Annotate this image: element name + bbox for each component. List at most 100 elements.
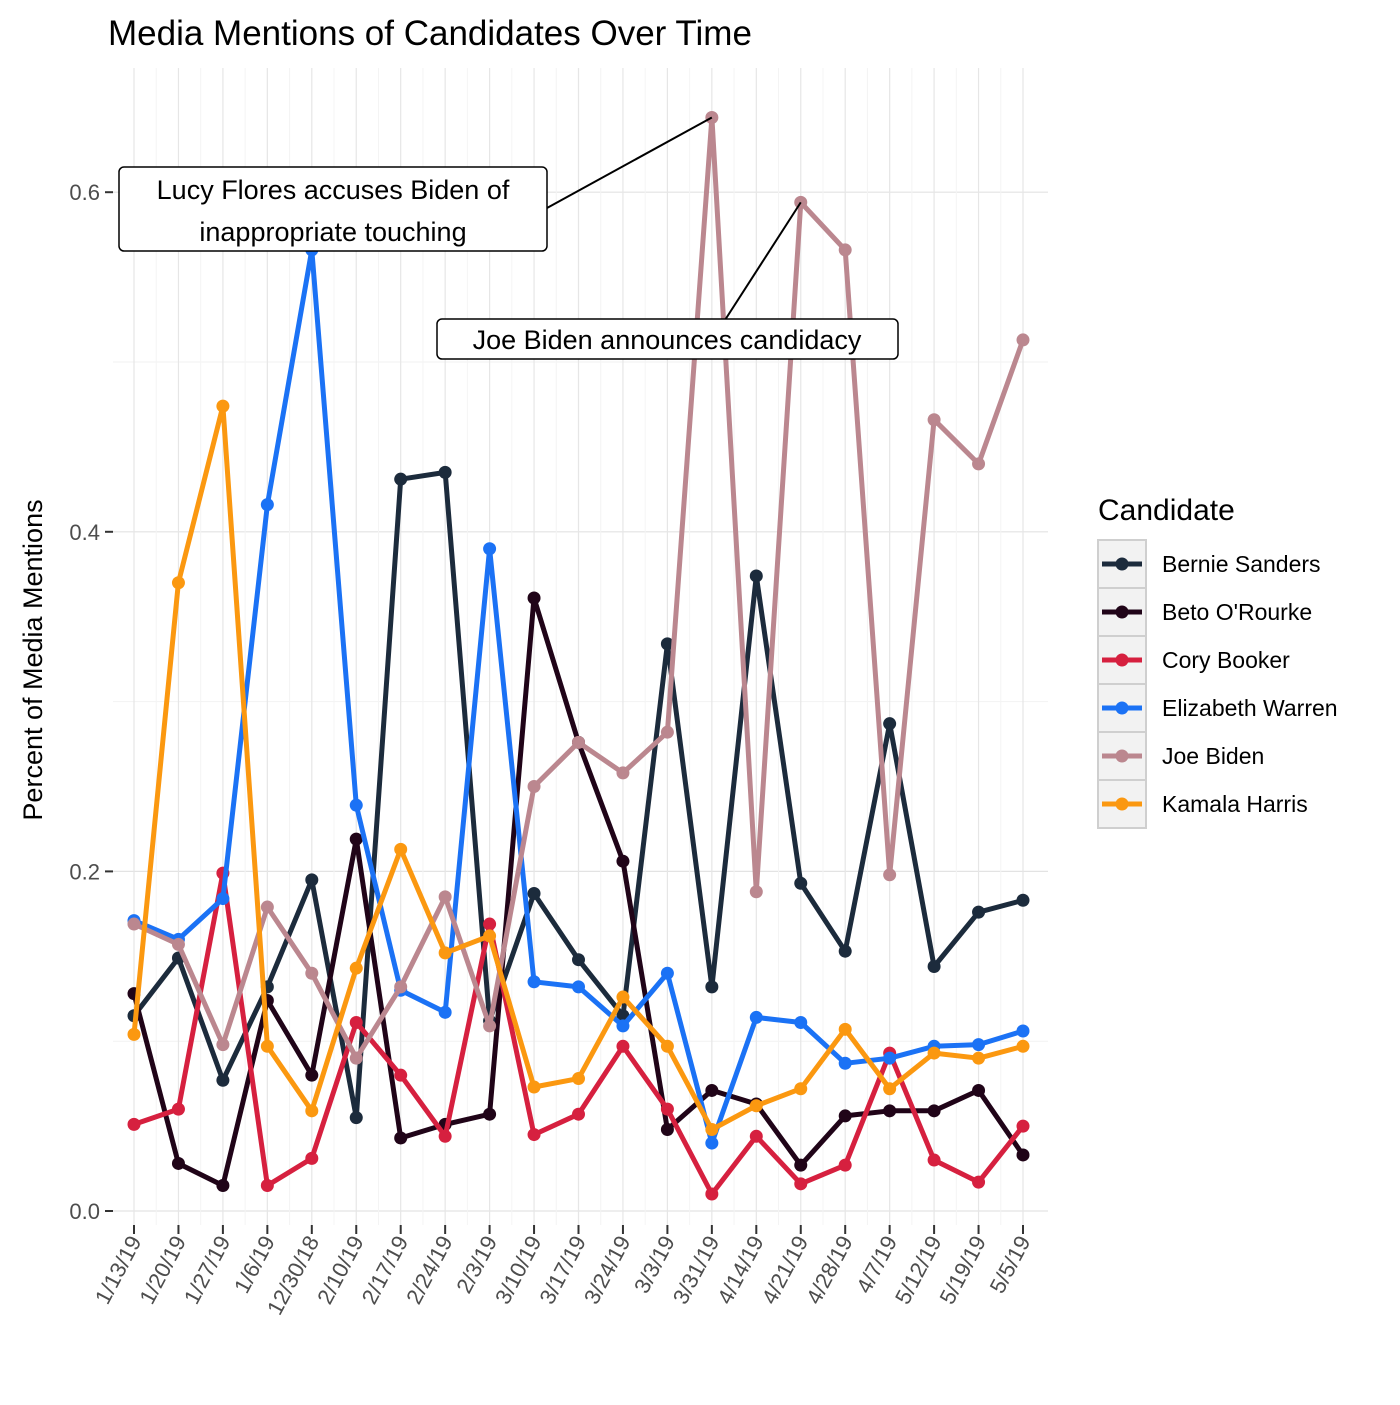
legend-label-elizabeth-warren: Elizabeth Warren: [1162, 695, 1338, 721]
point-kamala-harris-4: [305, 1104, 319, 1118]
point-kamala-harris-7: [438, 946, 452, 960]
point-beto-o-rourke-16: [838, 1109, 852, 1123]
annotation-biden-announces-box: [436, 318, 899, 360]
point-kamala-harris-10: [572, 1072, 585, 1086]
point-beto-o-rourke-9: [527, 591, 541, 605]
annotation-lucy-flores-line-1: inappropriate touching: [199, 217, 466, 247]
point-elizabeth-warren-2: [216, 892, 230, 906]
point-beto-o-rourke-8: [483, 1107, 497, 1121]
point-bernie-sanders-17: [883, 717, 897, 731]
point-kamala-harris-20: [1016, 1039, 1030, 1053]
point-cory-booker-8: [483, 917, 497, 931]
point-joe-biden-16: [838, 243, 852, 257]
legend-label-kamala-harris: Kamala Harris: [1162, 791, 1308, 817]
point-bernie-sanders-4: [305, 873, 319, 887]
point-beto-o-rourke-15: [794, 1158, 808, 1172]
point-bernie-sanders-10: [572, 953, 585, 967]
point-joe-biden-2: [216, 1038, 230, 1052]
point-joe-biden-4: [305, 966, 319, 980]
point-beto-o-rourke-18: [927, 1104, 941, 1118]
series-kamala-harris: [127, 399, 1030, 1136]
point-cory-booker-18: [927, 1153, 941, 1167]
point-beto-o-rourke-13: [705, 1083, 719, 1097]
point-kamala-harris-9: [527, 1080, 541, 1094]
point-kamala-harris-11: [616, 990, 630, 1004]
point-cory-booker-0: [127, 1117, 141, 1131]
point-beto-o-rourke-4: [305, 1068, 319, 1082]
point-cory-booker-11: [616, 1039, 630, 1053]
legend-label-cory-booker: Cory Booker: [1162, 647, 1290, 673]
point-elizabeth-warren-15: [794, 1016, 808, 1030]
point-bernie-sanders-9: [527, 886, 541, 900]
annotation-biden-announces-connector: [724, 201, 802, 321]
point-kamala-harris-13: [705, 1122, 719, 1136]
point-elizabeth-warren-11: [616, 1019, 630, 1033]
point-elizabeth-warren-20: [1016, 1024, 1030, 1038]
legend-label-joe-biden: Joe Biden: [1162, 743, 1264, 769]
point-kamala-harris-12: [660, 1039, 674, 1053]
point-bernie-sanders-19: [972, 905, 986, 919]
series-elizabeth-warren: [127, 243, 1030, 1150]
point-cory-booker-20: [1016, 1119, 1030, 1133]
annotation-lucy-flores-connector: [546, 116, 713, 209]
legend-item-bernie-sanders: Bernie Sanders: [1097, 539, 1321, 589]
legend-item-elizabeth-warren: Elizabeth Warren: [1097, 683, 1338, 733]
point-kamala-harris-6: [394, 842, 408, 856]
legend-label-bernie-sanders: Bernie Sanders: [1162, 551, 1321, 577]
point-elizabeth-warren-12: [660, 966, 674, 980]
y-tick-label-3: 0.6: [69, 180, 100, 205]
point-joe-biden-10: [572, 735, 585, 749]
y-tick-label-2: 0.4: [69, 520, 100, 545]
point-bernie-sanders-12: [660, 637, 674, 651]
point-joe-biden-8: [483, 1019, 497, 1033]
point-bernie-sanders-6: [394, 472, 408, 486]
point-elizabeth-warren-10: [572, 980, 585, 994]
series-cory-booker: [127, 866, 1030, 1201]
point-joe-biden-11: [616, 766, 630, 780]
point-beto-o-rourke-20: [1016, 1148, 1030, 1162]
point-elizabeth-warren-3: [260, 498, 274, 512]
point-joe-biden-1: [171, 937, 185, 951]
x-tick-label-20: 5/5/19: [985, 1232, 1036, 1298]
y-tick-label-0: 0.0: [69, 1199, 100, 1224]
point-elizabeth-warren-8: [483, 542, 497, 556]
point-bernie-sanders-15: [794, 876, 808, 890]
point-cory-booker-4: [305, 1151, 319, 1165]
legend-key-point-bernie-sanders: [1115, 557, 1129, 571]
point-bernie-sanders-7: [438, 465, 452, 479]
point-joe-biden-0: [127, 917, 141, 931]
point-kamala-harris-17: [883, 1082, 897, 1096]
point-joe-biden-14: [749, 885, 763, 899]
point-bernie-sanders-14: [749, 569, 763, 583]
point-kamala-harris-19: [972, 1051, 986, 1065]
point-beto-o-rourke-19: [972, 1083, 986, 1097]
legend-item-kamala-harris: Kamala Harris: [1097, 779, 1308, 829]
point-elizabeth-warren-13: [705, 1136, 719, 1150]
point-cory-booker-1: [171, 1102, 185, 1116]
point-kamala-harris-14: [749, 1099, 763, 1113]
point-joe-biden-17: [883, 868, 897, 882]
annotation-biden-announces-line-0: Joe Biden announces candidacy: [473, 325, 862, 355]
point-beto-o-rourke-6: [394, 1131, 408, 1145]
point-elizabeth-warren-14: [749, 1010, 763, 1024]
point-cory-booker-5: [349, 1016, 363, 1030]
point-joe-biden-6: [394, 980, 408, 994]
point-elizabeth-warren-5: [349, 798, 363, 812]
point-beto-o-rourke-11: [616, 854, 630, 868]
point-cory-booker-10: [572, 1107, 585, 1121]
series-layer: [127, 110, 1030, 1201]
point-cory-booker-14: [749, 1129, 763, 1143]
y-axis-title: Percent of Media Mentions: [18, 499, 48, 820]
legend-key-point-beto-o-rourke: [1115, 605, 1129, 619]
x-axis: 1/13/191/20/191/27/191/6/1912/30/182/10/…: [90, 1225, 1036, 1319]
point-joe-biden-9: [527, 780, 541, 793]
point-kamala-harris-1: [171, 576, 185, 590]
legend-key-point-kamala-harris: [1115, 797, 1129, 811]
point-beto-o-rourke-12: [660, 1122, 674, 1136]
point-cory-booker-9: [527, 1128, 541, 1142]
point-elizabeth-warren-19: [972, 1038, 986, 1052]
point-kamala-harris-8: [483, 929, 497, 943]
point-kamala-harris-16: [838, 1022, 852, 1036]
point-joe-biden-20: [1016, 333, 1030, 347]
